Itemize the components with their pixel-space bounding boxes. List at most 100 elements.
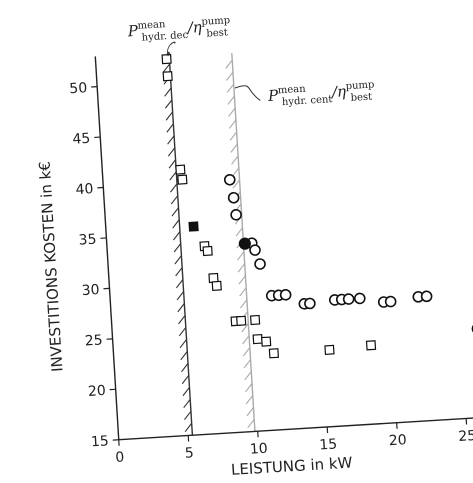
- hatch-mark: [174, 255, 182, 265]
- axes: 15 20 25 30 35 40 45 50 0 5 10 15 20 25: [69, 56, 473, 466]
- data-point-circle-open: [279, 289, 292, 301]
- data-point-square-open: [177, 174, 188, 185]
- x-tick-label: 0: [115, 449, 125, 466]
- hatch-mark: [247, 419, 255, 429]
- hatch-mark: [184, 422, 193, 433]
- data-point-square-open: [324, 344, 335, 356]
- hatch-mark: [238, 275, 246, 285]
- hatch-mark: [181, 375, 190, 385]
- x-axis-label: LEISTUNG in kW: [231, 454, 354, 479]
- data-point-circle-open: [254, 258, 266, 270]
- y-tick-label: 45: [72, 131, 91, 148]
- y-tick-label: 35: [78, 232, 97, 249]
- data-point-square-open: [365, 340, 377, 351]
- hatch-mark: [242, 335, 250, 345]
- hatch-mark: [227, 95, 235, 105]
- hatch-mark: [167, 135, 175, 145]
- hatch-mark: [176, 291, 185, 301]
- hatch-mark: [243, 359, 251, 369]
- y-tick-label: 40: [75, 181, 94, 198]
- hatch-mark: [179, 339, 187, 349]
- hatch-mark: [175, 279, 184, 289]
- hatch-mark: [232, 179, 240, 189]
- hatch-mark: [230, 143, 238, 153]
- data-point-circle-open: [223, 173, 236, 186]
- reference-line-label: Pmeanhydr. cent/ηpumpbest: [266, 79, 375, 109]
- annotation-leader: [167, 41, 176, 57]
- data-point-square-open: [175, 164, 186, 175]
- annotation-leader: [234, 85, 261, 101]
- data-point-circle-filled: [238, 237, 251, 250]
- hatch-mark: [231, 167, 240, 177]
- data-point-circle-open: [227, 191, 240, 204]
- data-point-square-open: [162, 71, 173, 82]
- hatch-mark: [239, 287, 247, 297]
- hatch-mark: [175, 267, 183, 277]
- hatch-mark: [164, 99, 173, 109]
- x-axis-line: [118, 416, 473, 441]
- hatch-mark: [166, 123, 174, 133]
- data-point-square-open: [261, 336, 272, 347]
- x-tick-label: 25: [458, 428, 473, 445]
- data-point-circle-open: [304, 297, 316, 310]
- data-point-square-open: [236, 315, 247, 326]
- data-point-circle-open: [249, 244, 261, 256]
- hatch-mark: [167, 147, 176, 157]
- hatch-mark: [170, 195, 179, 205]
- reference-line: [168, 51, 194, 436]
- hatch-mark: [235, 227, 243, 237]
- data-point-circle-open: [353, 292, 366, 305]
- hatch-mark: [228, 107, 236, 117]
- hatch-mark: [241, 323, 249, 333]
- data-point-circle-open: [342, 293, 355, 305]
- reference-line-label: Pmeanhydr. dec/ηpumpbest: [126, 15, 231, 44]
- hatch-mark: [183, 398, 191, 409]
- y-tick-label: 50: [69, 80, 88, 97]
- hatch-mark: [244, 371, 252, 381]
- hatch-mark: [226, 71, 234, 81]
- y-axis-label: INVESTITIONS KOSTEN in k€: [36, 161, 67, 373]
- hatch-mark: [173, 243, 182, 253]
- data-point-square-open: [202, 245, 213, 257]
- hatch-mark: [239, 299, 248, 309]
- hatch-mark: [229, 131, 238, 141]
- hatch-mark: [184, 410, 192, 421]
- y-tick-label: 25: [84, 332, 103, 349]
- hatch-mark: [178, 327, 187, 337]
- x-tick-label: 15: [319, 436, 338, 453]
- data-point-square-open: [249, 314, 261, 326]
- hatch-mark: [165, 111, 174, 121]
- annotations: Pmeanhydr. dec/ηpumpbest Pmeanhydr. cent/…: [126, 15, 375, 109]
- hatch-mark: [177, 303, 185, 313]
- hatch-mark: [168, 159, 176, 169]
- data-point-circle-open: [230, 209, 242, 221]
- hatch-mark: [170, 183, 178, 193]
- y-axis-line: [94, 56, 120, 440]
- hatch-mark: [226, 83, 235, 93]
- y-tick-label: 15: [91, 433, 110, 450]
- hatch-mark: [171, 207, 179, 217]
- y-tick-label: 30: [81, 282, 100, 299]
- hatch-mark: [237, 263, 246, 273]
- data-point-circle-open: [384, 295, 397, 308]
- y-tick-label: 20: [87, 383, 106, 400]
- x-tick-label: 5: [184, 445, 194, 462]
- data-point-circle-open: [471, 322, 473, 335]
- hatch-mark: [245, 383, 253, 393]
- hatch-mark: [169, 171, 177, 181]
- data-point-square-filled: [188, 221, 199, 232]
- hatch-mark: [242, 347, 251, 357]
- hatch-mark: [162, 63, 171, 73]
- hatch-mark: [181, 363, 189, 373]
- hatch-mark: [178, 315, 186, 325]
- data-point-square-open: [268, 348, 280, 359]
- hatch-mark: [182, 386, 190, 397]
- hatch-mark: [246, 407, 254, 417]
- hatch-mark: [164, 87, 172, 97]
- hatch-mark: [237, 251, 245, 261]
- data-point-circle-open: [420, 290, 433, 303]
- hatch-mark: [225, 59, 233, 69]
- hatch-mark: [180, 351, 188, 361]
